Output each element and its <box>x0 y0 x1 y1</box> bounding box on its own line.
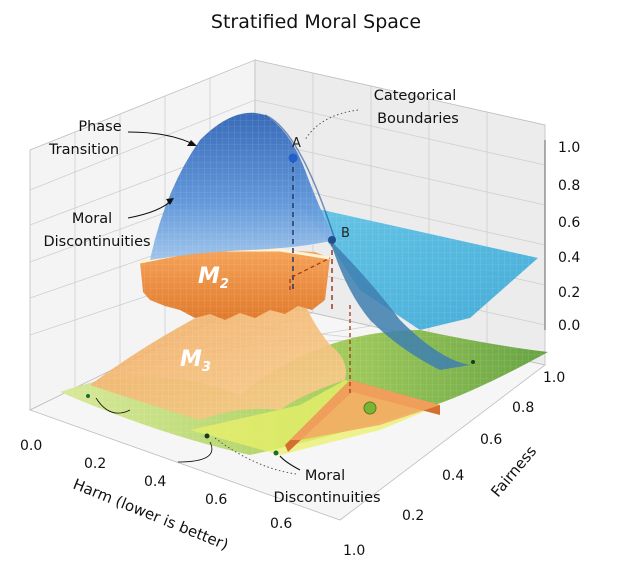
z-tick: 1.0 <box>558 140 580 156</box>
svg-text:Moral: Moral <box>305 468 345 484</box>
peak-ridge <box>264 114 336 241</box>
marker-2 <box>204 433 210 439</box>
x-tick: 0.6 <box>205 492 227 508</box>
z-tick: 0.6 <box>558 215 580 231</box>
x-tick: 0.4 <box>144 474 166 490</box>
annotation-moral-discontinuities-bottom: Moral Discontinuities <box>95 397 381 506</box>
z-tick: 0.4 <box>558 250 580 266</box>
svg-text:Moral: Moral <box>72 211 112 227</box>
z-tick: 0.8 <box>558 178 580 194</box>
x-ticks: 0.0 0.2 0.4 0.6 0.6 1.0 <box>20 438 365 559</box>
marker-3 <box>273 450 279 456</box>
svg-text:M2: M2 <box>198 264 229 292</box>
svg-text:M3: M3 <box>180 347 211 375</box>
x-tick: 0.0 <box>20 438 42 454</box>
annotation-categorical-boundaries: Categorical Boundaries <box>304 88 459 141</box>
z-tick: 0.0 <box>558 318 580 334</box>
x-tick: 0.2 <box>84 456 106 472</box>
svg-text:Discontinuities: Discontinuities <box>43 234 150 250</box>
point-b <box>328 236 336 244</box>
svg-text:Transition: Transition <box>48 142 119 158</box>
z-tick: 0.2 <box>558 285 580 301</box>
point-b-label: B <box>341 226 350 241</box>
green-point <box>363 401 377 415</box>
svg-text:Boundaries: Boundaries <box>377 111 459 127</box>
z-ticks: 1.0 0.8 0.6 0.4 0.2 0.0 <box>558 140 580 334</box>
chart-title: Stratified Moral Space <box>211 11 421 33</box>
x-tick: 1.0 <box>343 543 365 559</box>
x-tick: 0.6 <box>270 516 292 532</box>
m3-stratum-mesh <box>90 289 346 420</box>
svg-text:Categorical: Categorical <box>374 88 457 104</box>
phase-transition-peak-mesh <box>150 112 335 261</box>
m3-label: M3 <box>180 347 211 375</box>
point-a-label: A <box>292 136 301 151</box>
svg-text:Discontinuities: Discontinuities <box>273 490 380 506</box>
marker-4 <box>471 360 475 364</box>
y-tick: 1.0 <box>543 370 565 386</box>
descending-surface <box>330 240 470 370</box>
y-tick: 0.2 <box>402 508 424 524</box>
svg-text:Phase: Phase <box>78 119 121 135</box>
cyan-plane-mesh <box>300 205 538 330</box>
y-ticks: 0.2 0.4 0.6 0.8 1.0 <box>402 370 565 524</box>
annotation-moral-discontinuities-top: Moral Discontinuities <box>43 198 174 250</box>
m2-label: M2 <box>198 264 229 292</box>
y-tick: 0.4 <box>442 468 464 484</box>
projection-lines <box>289 158 351 395</box>
marker-1 <box>86 394 90 398</box>
annotation-phase-transition: Phase Transition <box>48 119 197 158</box>
m2-stratum-mesh <box>140 248 330 320</box>
y-tick: 0.8 <box>512 400 534 416</box>
point-a <box>288 153 298 163</box>
y-axis-label: Fairness <box>487 442 540 500</box>
y-tick: 0.6 <box>480 432 502 448</box>
